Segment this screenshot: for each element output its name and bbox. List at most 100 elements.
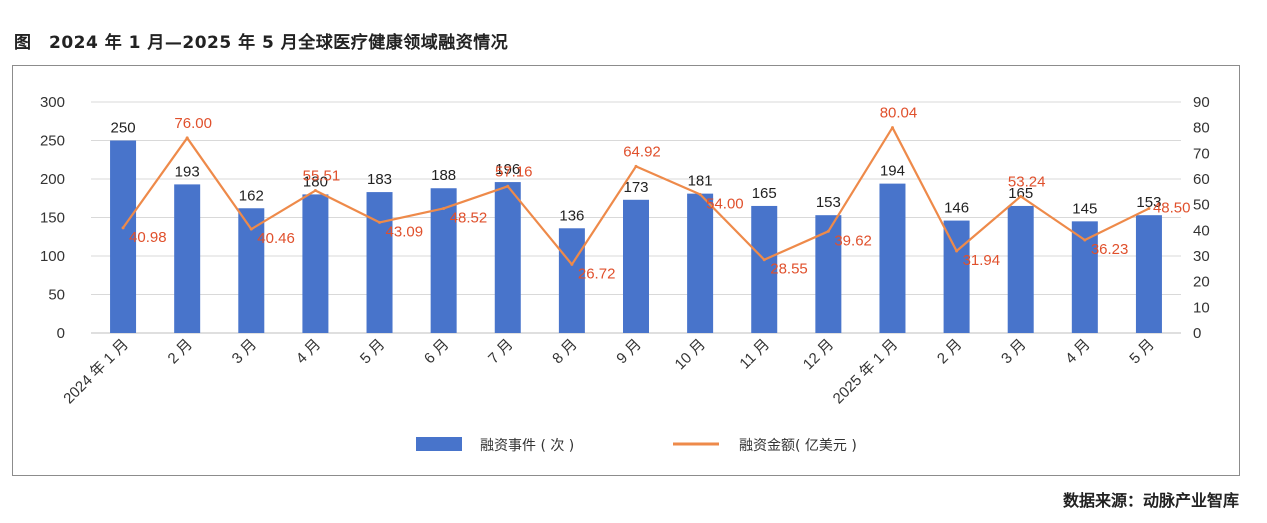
bar [943, 220, 970, 333]
bar-value-label: 165 [752, 185, 777, 202]
line-value-label: 80.04 [880, 105, 918, 122]
right-tick-label: 50 [1193, 197, 1210, 214]
line-point [313, 189, 317, 193]
legend: 融资事件 ( 次 ) 融资金额( 亿美元 ) [416, 437, 857, 454]
line-point [634, 164, 638, 168]
bar-value-label: 136 [559, 207, 584, 224]
line-point [185, 136, 189, 140]
bar [110, 140, 137, 333]
bar [366, 192, 393, 333]
bar-value-label: 153 [1136, 194, 1161, 211]
line-value-label: 43.09 [386, 223, 424, 240]
bar-value-label: 173 [623, 179, 648, 196]
bar-data-labels: 250 193 162 180 183 188 196 136 173 181 165 153 194 1… [111, 120, 1162, 225]
x-tick-label: 5 月 [357, 336, 388, 367]
bar-value-label: 165 [1008, 185, 1033, 202]
x-tick-label: 12 月 [800, 336, 837, 373]
bar-value-label: 180 [303, 173, 328, 190]
left-axis-ticks: 0 50 100 150 200 250 300 [40, 94, 65, 342]
line-value-label: 39.62 [834, 232, 872, 249]
left-tick-label: 50 [48, 287, 65, 304]
line-value-label: 31.94 [963, 252, 1001, 269]
left-tick-label: 150 [40, 210, 65, 227]
line-value-label: 40.98 [129, 229, 167, 246]
line-value-label: 55.51 [303, 168, 341, 185]
bar-value-label: 183 [367, 171, 392, 188]
line-point [698, 192, 702, 196]
bar [494, 182, 521, 333]
line-series [121, 126, 1151, 266]
right-tick-label: 40 [1193, 222, 1210, 239]
chart-frame: 0 50 100 150 200 250 300 0 10 20 30 40 50 60 70 80 90 2… [12, 65, 1240, 476]
bar-value-label: 181 [688, 173, 713, 190]
right-tick-label: 60 [1193, 171, 1210, 188]
bar [238, 208, 265, 333]
line-value-label: 64.92 [623, 143, 661, 160]
bar-value-label: 196 [495, 161, 520, 178]
left-tick-label: 300 [40, 94, 65, 111]
line-point [955, 249, 959, 253]
line-point [249, 227, 253, 231]
line-value-label: 54.00 [706, 195, 744, 212]
bar [623, 199, 649, 333]
left-tick-label: 200 [40, 171, 65, 188]
line-point [378, 220, 382, 224]
line-value-label: 48.50 [1153, 200, 1191, 217]
bar [751, 205, 778, 333]
x-tick-label: 3 月 [229, 336, 260, 367]
bar-value-label: 153 [816, 194, 841, 211]
line-value-label: 36.23 [1091, 241, 1129, 258]
x-tick-label: 2024 年 1 月 [60, 336, 132, 408]
right-tick-label: 0 [1193, 325, 1201, 342]
line-value-label: 40.46 [257, 230, 295, 247]
legend-bar-swatch [416, 437, 462, 451]
x-tick-label: 3 月 [998, 336, 1029, 367]
line-point [1083, 238, 1087, 242]
right-tick-label: 70 [1193, 145, 1210, 162]
x-tick-label: 6 月 [421, 336, 452, 367]
right-tick-label: 10 [1193, 299, 1210, 316]
x-tick-label: 7 月 [485, 336, 516, 367]
bar-value-label: 146 [944, 200, 969, 217]
line-value-label: 57.16 [495, 163, 533, 180]
right-tick-label: 20 [1193, 274, 1210, 291]
data-source: 数据来源：动脉产业智库 [1062, 491, 1239, 510]
x-tick-label: 11 月 [736, 336, 773, 373]
bar [1071, 221, 1098, 333]
x-axis-ticks: 2024 年 1 月 2 月 3 月 4 月 5 月 6 月 7 月 8 月 9 月 10 月 11… [60, 336, 1157, 408]
left-tick-label: 0 [57, 325, 65, 342]
bar [558, 228, 585, 333]
x-tick-label: 8 月 [549, 336, 580, 367]
right-tick-label: 90 [1193, 94, 1210, 111]
line-point [1147, 207, 1151, 211]
legend-bar-label: 融资事件 ( 次 ) [480, 438, 574, 454]
x-tick-label: 2025 年 1 月 [830, 336, 902, 408]
line-point [762, 258, 766, 262]
bar-value-label: 250 [111, 120, 136, 137]
line-point [890, 126, 894, 130]
bar-value-label: 188 [431, 167, 456, 184]
line-point [570, 262, 574, 266]
bar [430, 188, 457, 333]
x-tick-label: 5 月 [1126, 336, 1157, 367]
left-tick-label: 100 [40, 248, 65, 265]
bar [302, 194, 329, 333]
bar-series [110, 140, 1162, 333]
line-value-label: 53.24 [1008, 173, 1046, 190]
bar [1007, 205, 1034, 333]
combo-chart: 0 50 100 150 200 250 300 0 10 20 30 40 50 60 70 80 90 2… [40, 94, 1210, 454]
right-tick-label: 80 [1193, 120, 1210, 137]
line-point [121, 226, 125, 230]
line-value-label: 28.55 [770, 261, 808, 278]
line-value-label: 26.72 [578, 265, 616, 282]
x-tick-label: 2 月 [165, 336, 196, 367]
figure-title: 图 2024 年 1 月—2025 年 5 月全球医疗健康领域融资情况 [14, 33, 509, 53]
x-tick-label: 4 月 [293, 336, 324, 367]
bar-value-label: 194 [880, 163, 905, 180]
x-tick-label: 9 月 [613, 336, 644, 367]
legend-line-label: 融资金额( 亿美元 ) [739, 438, 857, 454]
bar-value-label: 162 [239, 187, 264, 204]
line-point [442, 206, 446, 210]
x-tick-label: 4 月 [1062, 336, 1093, 367]
right-axis-ticks: 0 10 20 30 40 50 60 70 80 90 [1193, 94, 1210, 342]
